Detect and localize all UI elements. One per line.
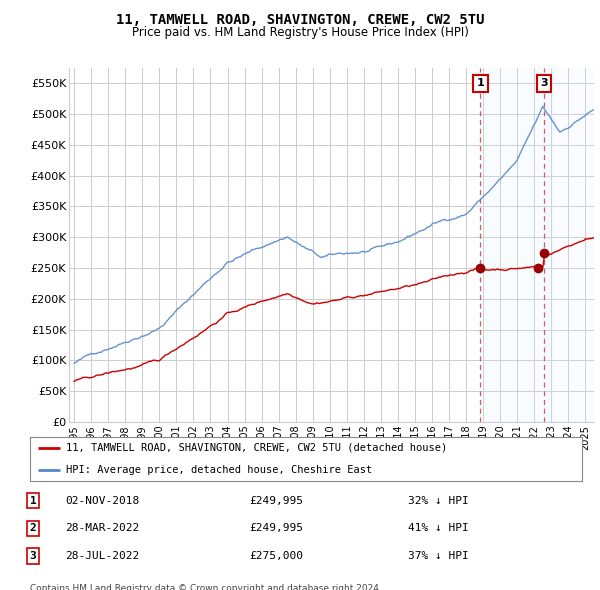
Text: 37% ↓ HPI: 37% ↓ HPI (407, 551, 469, 561)
Text: £275,000: £275,000 (249, 551, 303, 561)
Bar (544, 68, 594, 422)
Text: 28-JUL-2022: 28-JUL-2022 (65, 551, 139, 561)
Text: £249,995: £249,995 (249, 523, 303, 533)
Text: Contains HM Land Registry data © Crown copyright and database right 2024.
This d: Contains HM Land Registry data © Crown c… (30, 584, 382, 590)
Text: 11, TAMWELL ROAD, SHAVINGTON, CREWE, CW2 5TU (detached house): 11, TAMWELL ROAD, SHAVINGTON, CREWE, CW2… (66, 442, 447, 453)
Text: 11, TAMWELL ROAD, SHAVINGTON, CREWE, CW2 5TU: 11, TAMWELL ROAD, SHAVINGTON, CREWE, CW2… (116, 13, 484, 27)
Text: 28-MAR-2022: 28-MAR-2022 (65, 523, 139, 533)
Text: HPI: Average price, detached house, Cheshire East: HPI: Average price, detached house, Ches… (66, 465, 372, 475)
Bar (481, 68, 553, 422)
Text: 02-NOV-2018: 02-NOV-2018 (65, 496, 139, 506)
Text: 1: 1 (29, 496, 37, 506)
Text: 2: 2 (29, 523, 37, 533)
Text: Price paid vs. HM Land Registry's House Price Index (HPI): Price paid vs. HM Land Registry's House … (131, 26, 469, 39)
Text: £249,995: £249,995 (249, 496, 303, 506)
Text: 41% ↓ HPI: 41% ↓ HPI (407, 523, 469, 533)
Text: 1: 1 (476, 78, 484, 88)
Text: 32% ↓ HPI: 32% ↓ HPI (407, 496, 469, 506)
Text: 3: 3 (29, 551, 37, 561)
Text: 3: 3 (540, 78, 548, 88)
